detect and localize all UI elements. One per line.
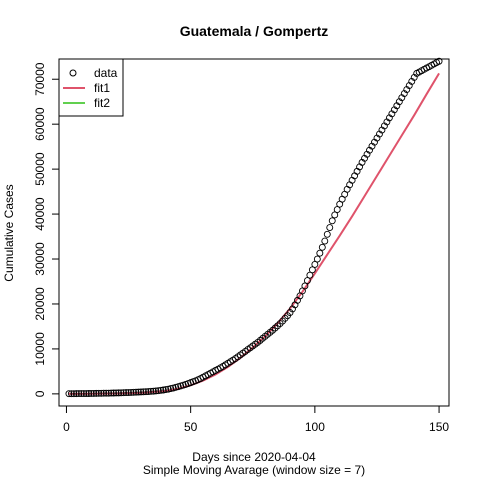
data-point <box>301 282 309 290</box>
data-point <box>313 255 321 263</box>
y-axis-label: Cumulative Cases <box>2 184 16 281</box>
data-point <box>70 390 78 398</box>
data-point <box>115 389 123 397</box>
data-point <box>306 271 314 279</box>
data-point <box>80 390 88 397</box>
y-tick-label: 30000 <box>33 242 47 276</box>
data-point <box>117 389 125 397</box>
data-point <box>102 389 110 397</box>
data-point <box>159 386 167 394</box>
y-tick-label: 10000 <box>33 332 47 366</box>
data-point <box>274 322 282 330</box>
y-tick-label: 40000 <box>33 197 47 231</box>
x-axis-label: Days since 2020-04-04 <box>192 450 316 464</box>
data-point <box>323 230 331 238</box>
y-tick-label: 0 <box>33 390 47 397</box>
chart-title: Guatemala / Gompertz <box>180 23 329 39</box>
data-point <box>100 389 108 397</box>
data-point <box>316 249 324 257</box>
data-point <box>95 389 103 397</box>
data-point <box>107 389 115 397</box>
data-point <box>85 390 93 397</box>
data-point <box>343 185 351 193</box>
data-point <box>120 389 128 397</box>
data-point <box>112 389 120 397</box>
data-point <box>140 388 147 396</box>
x-tick-label: 50 <box>184 420 198 434</box>
data-point <box>318 243 326 251</box>
data-point <box>97 389 105 397</box>
legend-label-fit1: fit1 <box>94 81 110 95</box>
data-point <box>326 224 334 232</box>
y-tick-label: 70000 <box>33 62 47 96</box>
legend-label-data: data <box>94 66 118 80</box>
data-point <box>87 390 95 397</box>
data-point <box>105 389 113 397</box>
data-point <box>110 389 118 397</box>
data-point <box>269 326 277 334</box>
data-point <box>127 388 135 396</box>
x-tick-label: 100 <box>305 420 325 434</box>
data-point <box>152 387 160 395</box>
data-point <box>137 388 145 396</box>
chart-subtitle: Simple Moving Avarage (window size = 7) <box>143 463 365 477</box>
data-point <box>286 309 294 316</box>
data-point <box>149 387 157 395</box>
data-point <box>67 390 75 398</box>
data-point <box>72 390 80 398</box>
axes: 0 50 100 150 0 10000 20000 30000 40000 50000 60000… <box>33 62 449 434</box>
data-point <box>90 389 98 397</box>
data-point <box>333 206 341 214</box>
data-point <box>321 237 329 245</box>
data-point <box>65 390 73 398</box>
data-point <box>132 388 140 396</box>
data-point <box>308 266 316 274</box>
data-point <box>435 57 443 65</box>
data-point <box>130 388 137 396</box>
data-point <box>154 387 162 395</box>
x-tick-label: 150 <box>429 420 449 434</box>
data-point <box>75 390 83 398</box>
data-point <box>122 389 130 397</box>
x-tick-label: 0 <box>63 420 70 434</box>
y-tick-label: 60000 <box>33 107 47 141</box>
data-point <box>135 388 142 396</box>
chart-marks <box>65 57 443 398</box>
data-point <box>125 389 133 396</box>
data-point <box>77 390 85 398</box>
data-point <box>164 385 172 393</box>
data-point <box>82 390 90 397</box>
legend-key-data <box>69 69 77 77</box>
fit1-line <box>68 72 440 395</box>
data-point <box>276 320 284 327</box>
legend-label-fit2: fit2 <box>94 96 110 110</box>
data-point <box>157 386 165 394</box>
data-point <box>144 388 152 395</box>
data-point <box>328 217 336 225</box>
data-point <box>331 211 339 219</box>
data-point <box>167 385 175 393</box>
data-point <box>142 388 150 396</box>
data-point <box>162 386 170 394</box>
data-point <box>147 387 155 395</box>
data-point <box>92 389 100 397</box>
y-tick-label: 50000 <box>33 152 47 186</box>
y-tick-label: 20000 <box>33 287 47 321</box>
data-point <box>351 172 359 180</box>
